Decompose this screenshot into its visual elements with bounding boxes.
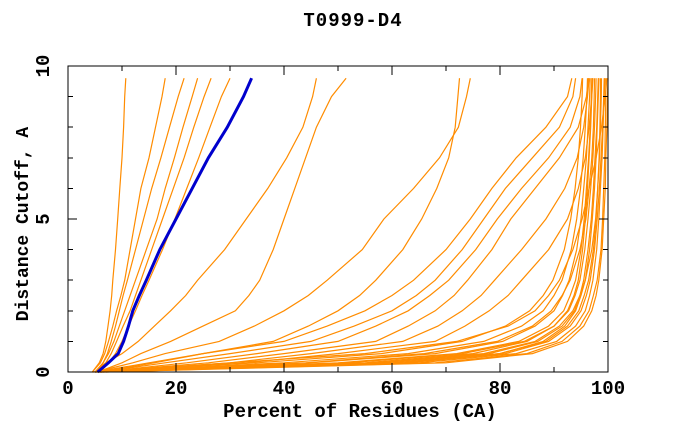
x-tick-label: 20: [165, 378, 188, 400]
curve-m25: [105, 78, 605, 373]
curve-m05: [94, 77, 212, 373]
curve-m04: [97, 78, 199, 373]
y-tick-label: 5: [33, 213, 55, 224]
curve-m09: [94, 78, 471, 373]
curve-m15: [94, 78, 590, 373]
curve-m24: [94, 78, 589, 373]
curve-m28: [92, 78, 584, 373]
y-tick-label: 10: [33, 55, 55, 78]
x-axis-label: Percent of Residues (CA): [223, 401, 497, 423]
curve-m01: [91, 78, 127, 373]
x-tick-label: 80: [489, 378, 512, 400]
chart-title: T0999-D4: [303, 10, 403, 32]
curve-m23: [103, 78, 599, 373]
curve-highlighted-model: [96, 77, 253, 374]
curve-m20: [105, 78, 609, 373]
plot-frame: [67, 65, 609, 373]
x-tick-label: 40: [273, 378, 296, 400]
curve-m12: [94, 78, 573, 373]
x-tick-label: 100: [591, 378, 625, 400]
curve-m31: [97, 78, 596, 373]
curve-m21: [100, 78, 593, 373]
curve-m02: [91, 78, 166, 373]
curve-m07: [94, 78, 317, 373]
curve-m11: [100, 78, 577, 373]
curve-m26: [97, 78, 597, 373]
curve-m06: [99, 77, 231, 373]
curve-m03: [94, 78, 185, 373]
curve-m19: [97, 78, 606, 373]
curve-m32: [100, 78, 602, 373]
curve-m08: [97, 77, 347, 373]
x-tick-label: 0: [62, 378, 73, 400]
y-tick-label: 0: [33, 366, 55, 377]
curve-m27: [100, 78, 607, 373]
curve-m14: [97, 78, 590, 373]
curve-m22: [94, 78, 591, 373]
x-tick-label: 60: [381, 378, 404, 400]
curve-m13: [100, 78, 583, 373]
